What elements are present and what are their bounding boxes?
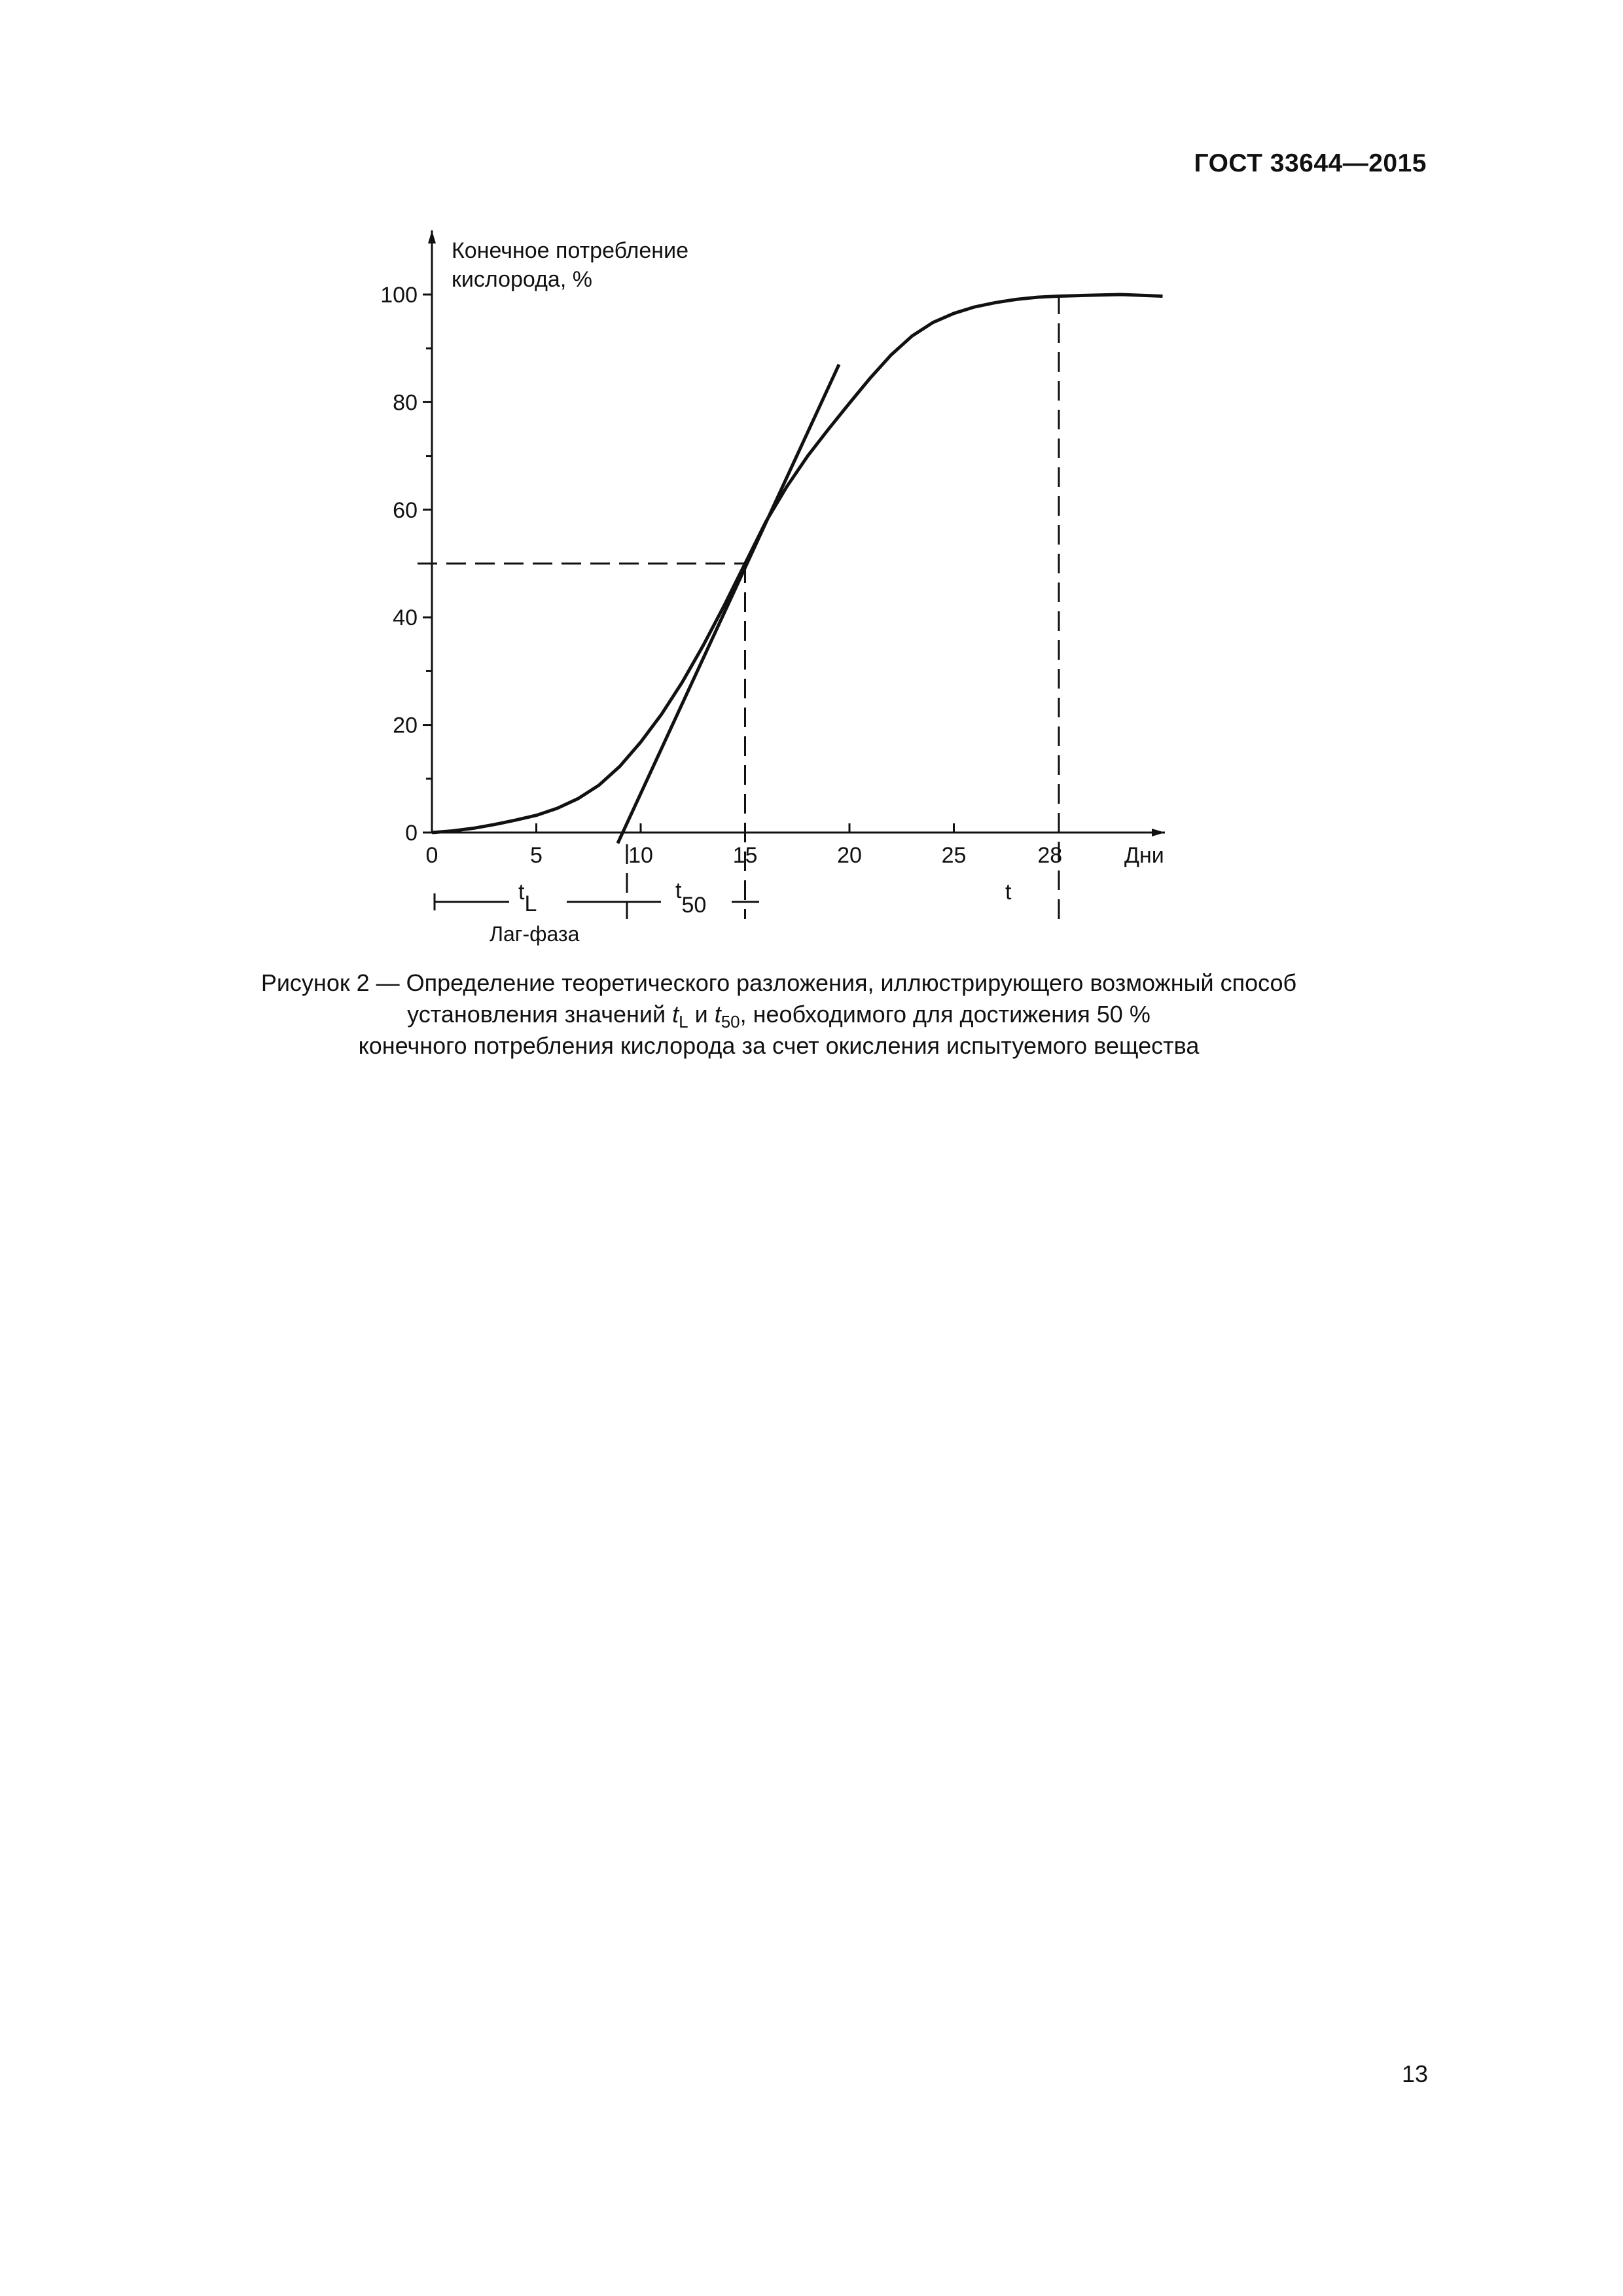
y-tick-label: 40	[393, 605, 418, 630]
y-axis-label-line1: Конечное потребление	[452, 238, 688, 263]
x-axis-ticks: 0 5 10 15 20 25 28	[426, 823, 1062, 868]
x-tick-label: 10	[628, 843, 653, 868]
y-axis-label-line2: кислорода, %	[452, 267, 592, 292]
x-tick-label: 20	[837, 843, 862, 868]
caption-line-1: Рисунок 2 — Определение теоретического р…	[260, 969, 1297, 996]
t50-label: t50	[675, 878, 706, 918]
x-tick-label: 25	[942, 843, 967, 868]
y-tick-label: 0	[405, 821, 418, 846]
y-tick-label: 60	[393, 498, 418, 523]
y-tick-label: 100	[380, 283, 418, 308]
page-number: 13	[1401, 2060, 1428, 2087]
tl-label: tL	[518, 880, 537, 916]
caption-line-2: установления значений tL и t50, необходи…	[407, 1001, 1150, 1031]
tangent-line	[616, 363, 841, 844]
time-intervals: tL Лаг-фаза t50 t	[433, 844, 1012, 946]
document-code: ГОСТ 33644—2015	[1194, 149, 1427, 177]
y-tick-label: 80	[393, 390, 418, 415]
y-tick-label: 20	[393, 713, 418, 738]
y-axis-ticks: 0 20 40 60 80 100	[380, 283, 432, 846]
x-tick-label: 5	[530, 843, 543, 868]
lag-phase-label: Лаг-фаза	[490, 922, 580, 946]
oxygen-consumption-curve	[431, 293, 1163, 834]
caption-line-3: конечного потребления кислорода за счет …	[358, 1032, 1200, 1059]
figure-caption: Рисунок 2 — Определение теоретического р…	[223, 967, 1335, 1062]
t-end-label: t	[1005, 880, 1012, 905]
x-axis-label: Дни	[1124, 843, 1164, 868]
x-tick-label: 0	[426, 843, 438, 868]
